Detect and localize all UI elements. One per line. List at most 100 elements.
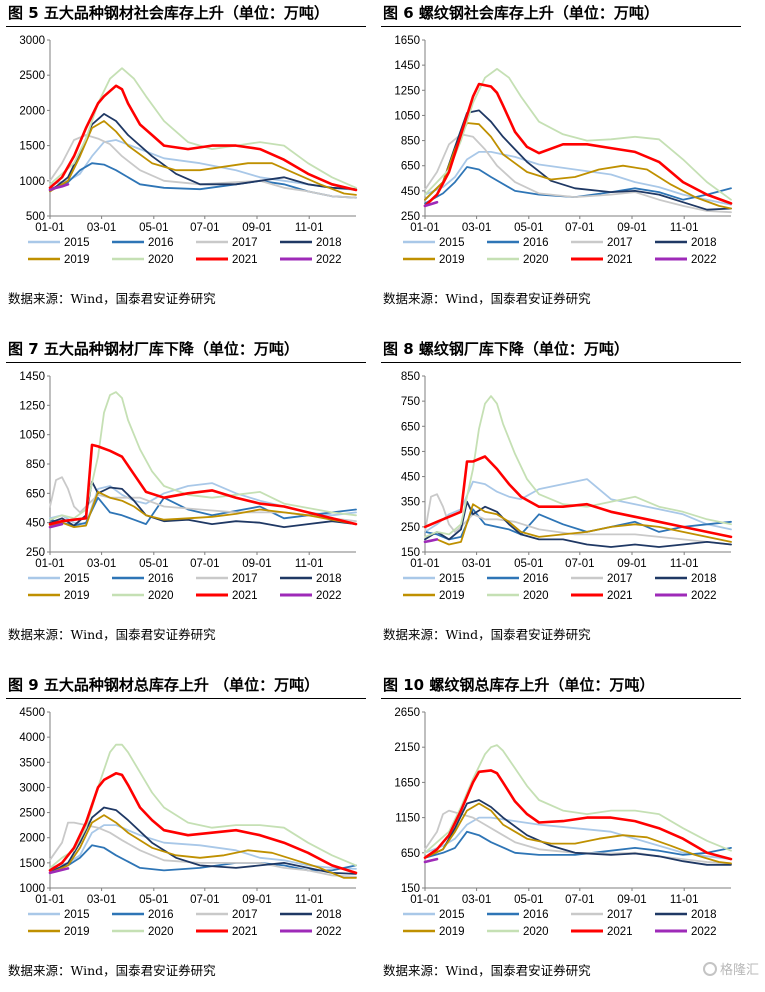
chart-svg: 150 650 1150 1650 2150 2650 01-01 03-01 05-01 07-… — [394, 707, 733, 938]
x-tick-label: 11-01 — [295, 558, 324, 570]
legend-label: 2018 — [316, 573, 342, 585]
x-tick-label: 03-01 — [462, 558, 491, 570]
series-line-2020 — [424, 68, 732, 201]
y-tick-label: 1450 — [19, 371, 45, 383]
legend-label: 2017 — [607, 573, 633, 585]
legend-label: 2019 — [64, 254, 90, 266]
legend-label: 2015 — [439, 237, 465, 249]
x-tick-label: 07-01 — [565, 558, 594, 570]
series-line-2019 — [49, 491, 357, 529]
x-tick-label: 05-01 — [139, 894, 168, 906]
series-line-2020 — [424, 395, 732, 538]
y-tick-label: 3500 — [19, 757, 45, 769]
legend-label: 2018 — [316, 909, 342, 921]
y-tick-label: 850 — [26, 459, 45, 471]
legend-label: 2018 — [691, 909, 717, 921]
chart-panel-3: 图 7 五大品种钢材厂库下降（单位：万吨） 250 450 650 850 1050 12… — [0, 336, 372, 656]
y-tick-label: 650 — [401, 421, 420, 433]
y-tick-label: 450 — [401, 472, 420, 484]
chart-title: 图 5 五大品种钢材社会库存上升（单位：万吨） — [8, 4, 329, 22]
x-tick-label: 05-01 — [514, 222, 543, 234]
y-tick-label: 550 — [401, 446, 420, 458]
y-tick-label: 450 — [26, 518, 45, 530]
y-tick-label: 150 — [401, 883, 420, 895]
x-tick-label: 11-01 — [670, 222, 699, 234]
x-tick-label: 11-01 — [670, 894, 699, 906]
y-tick-label: 1000 — [19, 176, 45, 188]
y-tick-label: 250 — [401, 522, 420, 534]
legend-label: 2020 — [523, 926, 549, 938]
chart-title: 图 7 五大品种钢材厂库下降（单位：万吨） — [8, 340, 299, 358]
legend-label: 2020 — [148, 590, 174, 602]
y-tick-label: 650 — [401, 161, 420, 173]
series-line-2016 — [49, 496, 357, 527]
chart-panel-6: 图 10 螺纹钢总库存上升（单位：万吨） 150 650 1150 1650 2150 2… — [375, 672, 747, 992]
series-line-2019 — [424, 802, 732, 865]
series-line-2015 — [424, 816, 732, 861]
series-line-2021 — [423, 82, 733, 208]
series-line-2019 — [424, 503, 732, 546]
x-tick-label: 07-01 — [190, 894, 219, 906]
y-tick-label: 750 — [401, 396, 420, 408]
series-line-2017 — [49, 134, 357, 199]
title-rule — [381, 362, 741, 363]
y-tick-label: 1650 — [394, 777, 420, 789]
y-tick-label: 4000 — [19, 732, 45, 744]
x-tick-label: 01-01 — [35, 558, 64, 570]
legend-label: 2022 — [316, 590, 342, 602]
x-tick-label: 03-01 — [87, 222, 116, 234]
y-tick-label: 1500 — [19, 141, 45, 153]
x-tick-label: 01-01 — [410, 894, 439, 906]
legend-label: 2021 — [232, 926, 258, 938]
source-note: 数据来源：Wind，国泰君安证券研究 — [383, 627, 591, 642]
x-tick-label: 05-01 — [139, 558, 168, 570]
y-tick-label: 500 — [26, 211, 45, 223]
y-tick-label: 1500 — [19, 858, 45, 870]
title-rule — [6, 698, 366, 699]
legend-label: 2021 — [607, 254, 633, 266]
chart-panel-5: 图 9 五大品种钢材总库存上升 （单位：万吨） 1000 1500 2000 2500… — [0, 672, 372, 992]
legend-label: 2019 — [64, 926, 90, 938]
series-line-2022 — [48, 183, 70, 192]
legend-label: 2019 — [439, 254, 465, 266]
legend-label: 2018 — [691, 573, 717, 585]
chart-panel-4: 图 8 螺纹钢厂库下降（单位：万吨） 150 250 350 450 550 650 750… — [375, 336, 747, 656]
series-line-2017 — [49, 821, 357, 878]
chart-svg: 250 450 650 850 1050 1250 1450 01-01 03-01 05-01 0… — [19, 371, 358, 602]
series-line-2018 — [424, 109, 732, 211]
y-tick-label: 350 — [401, 497, 420, 509]
series-line-2020 — [49, 743, 357, 869]
series-line-2018 — [424, 500, 732, 548]
chart-title: 图 6 螺纹钢社会库存上升（单位：万吨） — [383, 4, 659, 22]
title-rule — [381, 698, 741, 699]
legend-label: 2021 — [232, 254, 258, 266]
series-line-2015 — [424, 478, 732, 533]
legend-label: 2022 — [316, 926, 342, 938]
source-note: 数据来源：Wind，国泰君安证券研究 — [383, 963, 591, 978]
series-line-2018 — [49, 806, 357, 875]
legend-label: 2016 — [523, 573, 549, 585]
series-line-2020 — [49, 67, 357, 189]
x-tick-label: 01-01 — [35, 222, 64, 234]
legend-label: 2019 — [439, 590, 465, 602]
x-tick-label: 09-01 — [242, 222, 271, 234]
legend-label: 2017 — [232, 909, 258, 921]
x-tick-label: 09-01 — [242, 894, 271, 906]
series-line-2019 — [49, 814, 357, 879]
chart-title: 图 8 螺纹钢厂库下降（单位：万吨） — [383, 340, 629, 358]
legend-label: 2020 — [523, 590, 549, 602]
legend-label: 2018 — [316, 237, 342, 249]
y-tick-label: 2150 — [394, 742, 420, 754]
series-line-2016 — [424, 508, 732, 541]
y-tick-label: 450 — [401, 186, 420, 198]
source-note: 数据来源：Wind，国泰君安证券研究 — [8, 627, 216, 642]
legend-label: 2019 — [439, 926, 465, 938]
watermark-text: 格隆汇 — [719, 963, 759, 978]
x-tick-label: 09-01 — [617, 222, 646, 234]
y-tick-label: 1450 — [394, 60, 420, 72]
series-line-2020 — [49, 391, 357, 521]
y-tick-label: 2500 — [19, 808, 45, 820]
series-line-2016 — [424, 830, 732, 859]
legend-label: 2015 — [64, 909, 90, 921]
y-tick-label: 150 — [401, 547, 420, 559]
